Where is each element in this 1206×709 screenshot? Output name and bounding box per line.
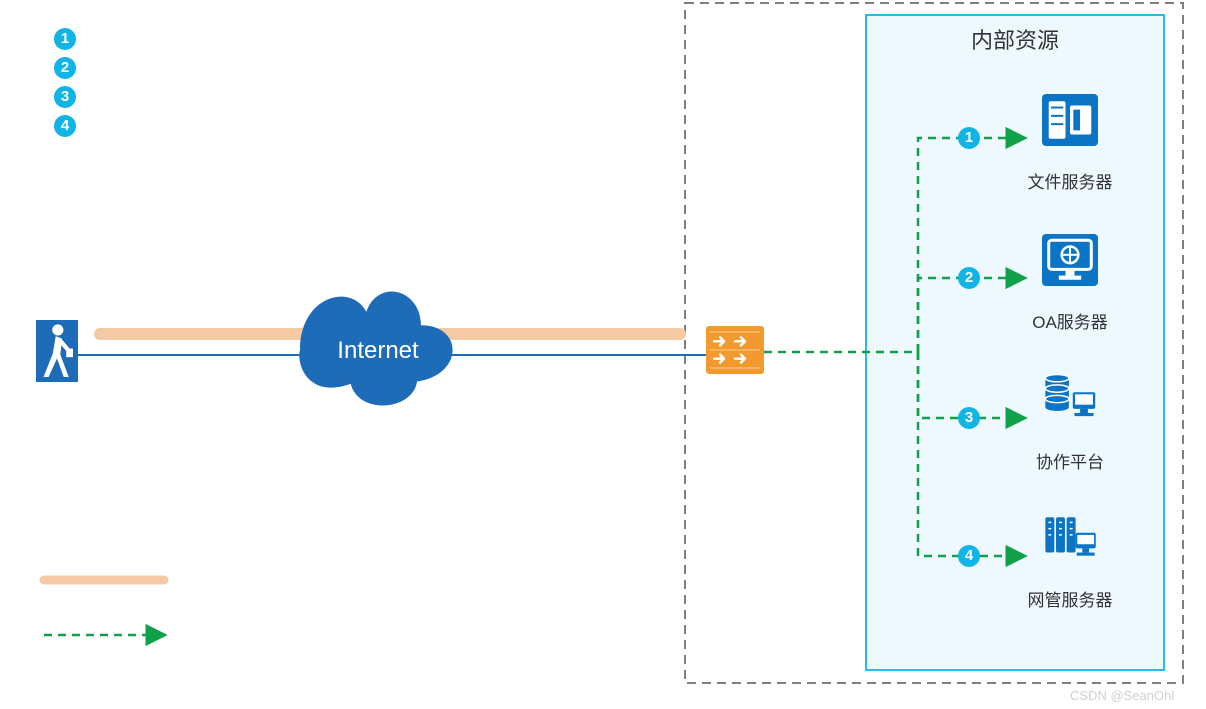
- resource-label: OA服务器: [1010, 308, 1130, 333]
- resource-icon-monitor: [1042, 234, 1098, 286]
- badge-4: 4: [958, 545, 980, 567]
- badge-1: 1: [54, 28, 76, 50]
- svg-text:Internet: Internet: [337, 337, 419, 364]
- badge-3: 3: [958, 407, 980, 429]
- badge-3: 3: [54, 86, 76, 108]
- svg-text:内部资源: 内部资源: [971, 28, 1059, 53]
- badge-1: 1: [958, 127, 980, 149]
- resource-label: 文件服务器: [1010, 168, 1130, 193]
- resource-label: 协作平台: [1010, 448, 1130, 473]
- badge-2: 2: [958, 267, 980, 289]
- resource-icon-server: [1042, 94, 1098, 146]
- resource-label: 网管服务器: [1010, 586, 1130, 611]
- badge-2: 2: [54, 57, 76, 79]
- watermark: CSDN @SeanOhl: [1070, 688, 1174, 703]
- badge-4: 4: [54, 115, 76, 137]
- diagram-stage: 内部资源 Internet CSDN @SeanOhl 1 2 3 4 1 文件服务器 2 OA…: [0, 0, 1206, 709]
